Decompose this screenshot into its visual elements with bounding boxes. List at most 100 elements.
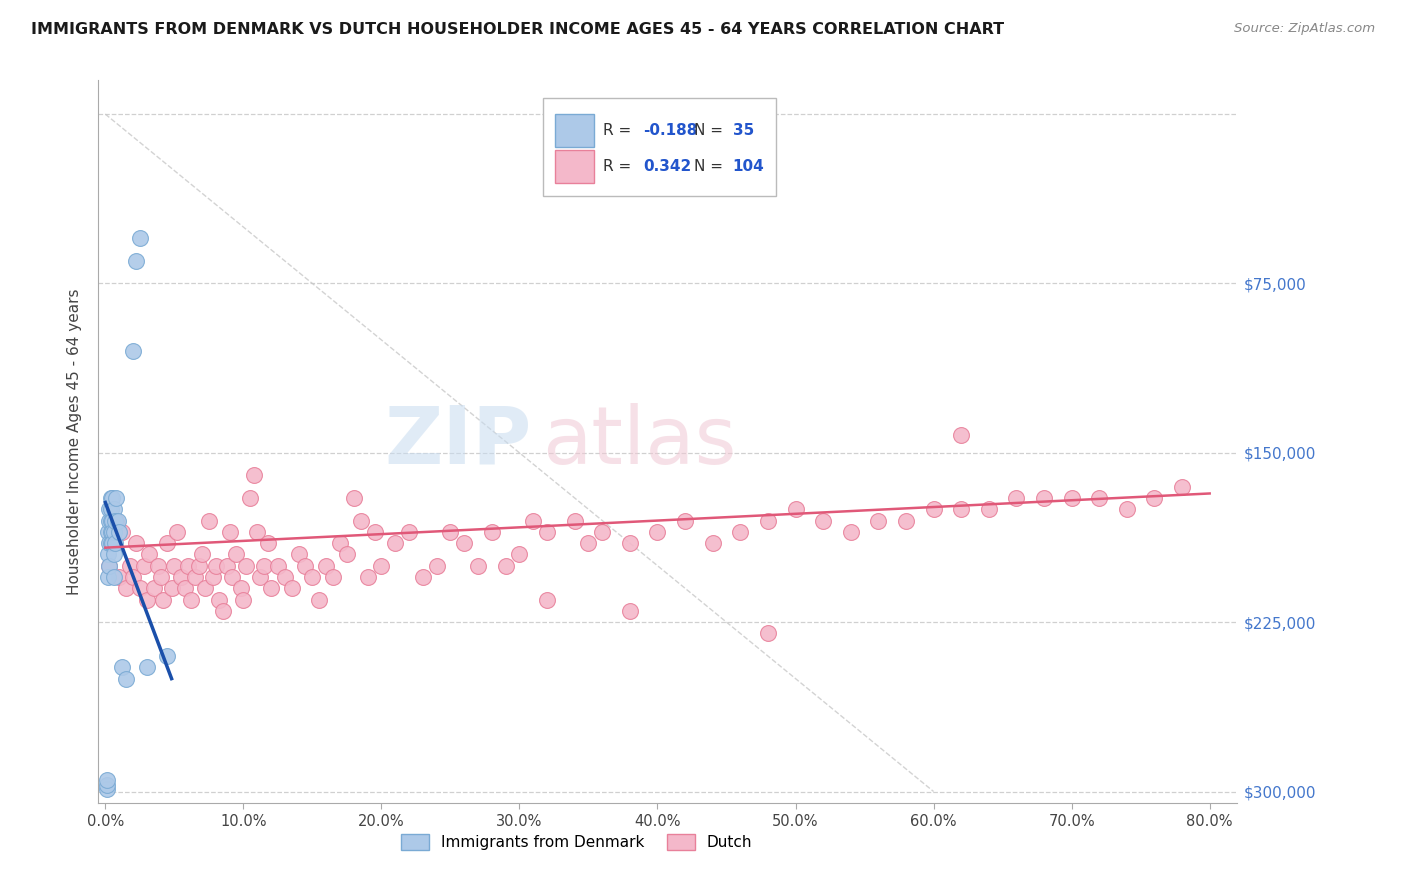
Text: R =: R = [603, 122, 636, 137]
Point [105, 491, 128, 505]
Point [105, 514, 128, 528]
Text: N =: N = [695, 122, 728, 137]
Point [702, 536, 724, 550]
Point [1088, 491, 1111, 505]
Point [98, 514, 121, 528]
Point [308, 592, 330, 607]
Point [142, 582, 165, 596]
Point [253, 558, 276, 573]
Point [249, 570, 271, 584]
Text: IMMIGRANTS FROM DENMARK VS DUTCH HOUSEHOLDER INCOME AGES 45 - 64 YEARS CORRELATI: IMMIGRANTS FROM DENMARK VS DUTCH HOUSEHO… [31, 22, 1004, 37]
Point [149, 570, 172, 584]
Point [97, 524, 120, 539]
Point [218, 524, 240, 539]
Point [100, 491, 122, 505]
Point [204, 558, 226, 573]
Text: 104: 104 [733, 159, 765, 174]
Point [647, 524, 669, 539]
Point [135, 660, 157, 674]
Point [111, 524, 134, 539]
Point [412, 570, 434, 584]
Point [1143, 491, 1166, 505]
Point [398, 524, 420, 539]
Point [1005, 491, 1028, 505]
Point [115, 672, 138, 686]
Point [125, 536, 148, 550]
Point [811, 514, 834, 528]
Point [1060, 491, 1083, 505]
Point [132, 558, 155, 573]
Point [103, 524, 125, 539]
Point [673, 514, 696, 528]
Text: R =: R = [603, 159, 641, 174]
Point [950, 427, 973, 442]
Point [453, 536, 475, 550]
Point [522, 514, 544, 528]
Point [111, 660, 134, 674]
FancyBboxPatch shape [555, 150, 593, 183]
Point [125, 253, 148, 268]
Point [868, 514, 890, 528]
Point [591, 524, 613, 539]
Point [156, 536, 179, 550]
Point [336, 548, 359, 562]
Point [839, 524, 862, 539]
Point [215, 558, 238, 573]
Point [138, 548, 160, 562]
Point [267, 558, 290, 573]
Point [619, 536, 641, 550]
Point [170, 570, 193, 584]
Point [104, 514, 127, 528]
Point [977, 502, 1000, 516]
Point [785, 502, 807, 516]
FancyBboxPatch shape [543, 98, 776, 196]
Point [363, 524, 385, 539]
Point [103, 570, 125, 584]
Point [166, 524, 188, 539]
Point [730, 524, 752, 539]
Point [115, 582, 138, 596]
Point [98, 502, 121, 516]
Text: ZIP: ZIP [384, 402, 531, 481]
Point [97, 570, 120, 584]
Point [508, 548, 530, 562]
Point [467, 558, 489, 573]
Point [198, 514, 221, 528]
Point [211, 604, 233, 618]
Point [160, 582, 183, 596]
Point [100, 514, 122, 528]
Point [564, 514, 586, 528]
Point [343, 491, 366, 505]
Point [578, 536, 600, 550]
Point [756, 626, 779, 640]
Point [100, 536, 122, 550]
Point [177, 558, 200, 573]
Point [108, 524, 131, 539]
Point [97, 548, 120, 562]
Point [100, 524, 122, 539]
Point [180, 592, 202, 607]
Point [101, 536, 124, 550]
Point [495, 558, 517, 573]
Point [191, 548, 214, 562]
Point [101, 491, 124, 505]
Legend: Immigrants from Denmark, Dutch: Immigrants from Denmark, Dutch [395, 829, 758, 856]
FancyBboxPatch shape [555, 113, 593, 147]
Point [243, 468, 266, 483]
Point [201, 570, 224, 584]
Point [619, 604, 641, 618]
Point [315, 558, 337, 573]
Point [1033, 491, 1056, 505]
Point [188, 558, 211, 573]
Point [481, 524, 503, 539]
Point [1115, 502, 1137, 516]
Point [156, 648, 179, 663]
Point [239, 491, 262, 505]
Point [103, 548, 125, 562]
Point [370, 558, 392, 573]
Point [101, 514, 124, 528]
Point [350, 514, 373, 528]
Point [536, 524, 558, 539]
Point [221, 570, 243, 584]
Point [96, 782, 118, 797]
